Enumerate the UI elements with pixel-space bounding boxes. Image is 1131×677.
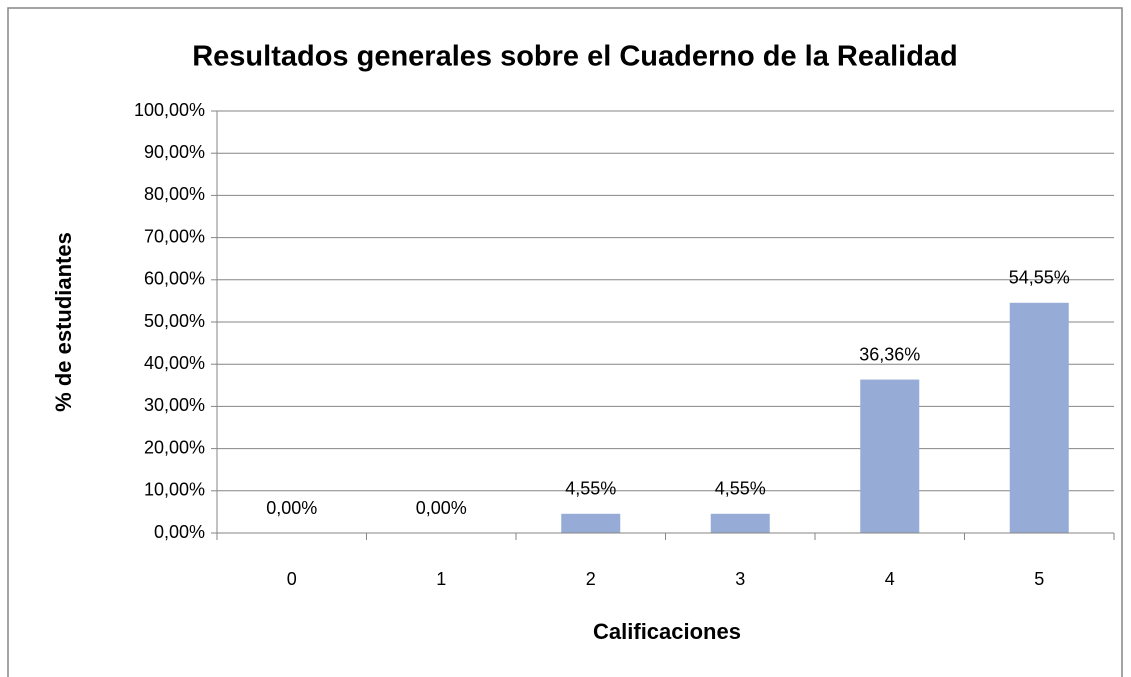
x-tick-label: 5 [1034, 569, 1044, 589]
bar [860, 379, 920, 533]
y-tick-label: 40,00% [144, 353, 205, 373]
y-axis-title: % de estudiantes [51, 232, 76, 412]
y-tick-label: 20,00% [144, 437, 205, 457]
value-label: 4,55% [715, 479, 766, 499]
bar [710, 513, 770, 533]
bar [1009, 302, 1069, 533]
value-label: 36,36% [859, 344, 920, 364]
value-label: 0,00% [416, 498, 467, 518]
y-tick-label: 0,00% [154, 522, 205, 542]
y-tick-label: 80,00% [144, 184, 205, 204]
y-tick-label: 50,00% [144, 311, 205, 331]
x-tick-label: 3 [735, 569, 745, 589]
x-tick-label: 0 [287, 569, 297, 589]
bar [561, 513, 621, 533]
y-tick-label: 10,00% [144, 480, 205, 500]
x-tick-label: 4 [885, 569, 895, 589]
value-label: 0,00% [266, 498, 317, 518]
y-tick-label: 100,00% [134, 100, 205, 120]
value-label: 54,55% [1009, 268, 1070, 288]
y-tick-label: 30,00% [144, 395, 205, 415]
x-tick-label: 2 [586, 569, 596, 589]
value-label: 4,55% [565, 479, 616, 499]
chart-frame [7, 7, 1123, 677]
y-tick-label: 70,00% [144, 226, 205, 246]
x-tick-label: 1 [436, 569, 446, 589]
y-tick-label: 90,00% [144, 142, 205, 162]
y-tick-label: 60,00% [144, 269, 205, 289]
x-axis-title: Calificaciones [593, 619, 741, 644]
chart-title: Resultados generales sobre el Cuaderno d… [192, 41, 958, 73]
